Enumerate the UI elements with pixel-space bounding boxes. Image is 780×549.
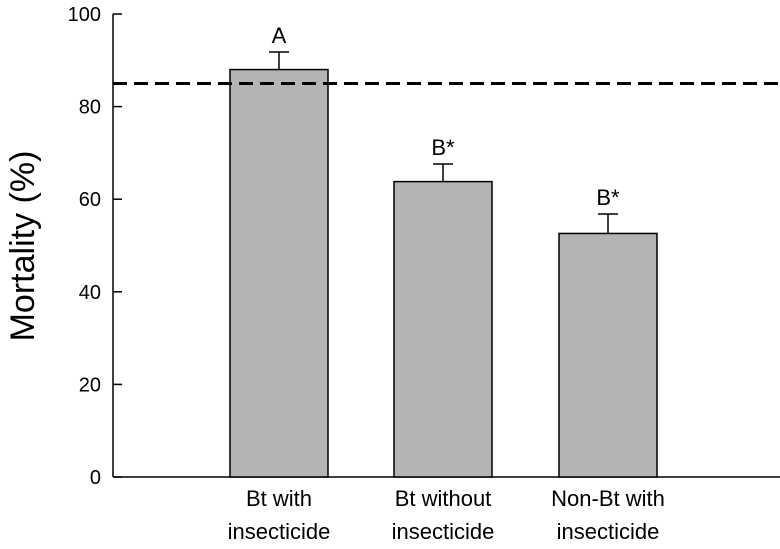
- x-tick-label: insecticide: [557, 519, 660, 544]
- x-tick-label: Bt without: [395, 486, 492, 511]
- x-tick-label: insecticide: [392, 519, 495, 544]
- x-tick-label: Non-Bt with: [551, 486, 665, 511]
- y-tick-label: 80: [79, 97, 101, 119]
- significance-label: A: [272, 23, 287, 48]
- significance-label: B*: [431, 135, 455, 160]
- y-tick-label: 40: [79, 282, 101, 304]
- y-tick-label: 100: [68, 4, 101, 26]
- y-tick-label: 20: [79, 374, 101, 396]
- y-tick-label: 0: [90, 467, 101, 489]
- significance-label: B*: [596, 185, 620, 210]
- y-tick-label: 60: [79, 189, 101, 211]
- bar: [393, 180, 493, 478]
- x-tick-label: Bt with: [246, 486, 312, 511]
- bar: [558, 232, 658, 478]
- bar: [229, 68, 329, 478]
- x-tick-label: insecticide: [228, 519, 331, 544]
- y-axis-label: Mortality (%): [4, 151, 42, 342]
